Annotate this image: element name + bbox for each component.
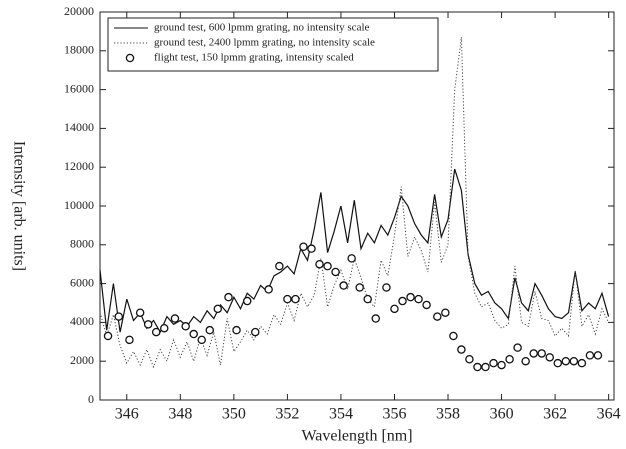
data-point: [347, 254, 356, 263]
data-point: [521, 356, 530, 366]
data-point: [103, 331, 113, 341]
data-point: [505, 355, 514, 364]
data-point: [264, 285, 273, 294]
x-tick-label: 358: [436, 406, 460, 423]
data-point: [529, 349, 538, 358]
y-tick-label: 14000: [64, 120, 94, 134]
data-point: [224, 292, 233, 302]
x-tick-label: 364: [597, 406, 621, 423]
legend-box: [107, 17, 439, 72]
data-point: [151, 327, 161, 337]
data-point: [125, 335, 134, 345]
x-tick-label: 360: [490, 406, 514, 423]
data-point: [143, 320, 153, 329]
data-point: [481, 362, 490, 372]
x-tick-label: 346: [115, 406, 139, 423]
data-point: [291, 294, 300, 304]
x-tick-label: 348: [168, 406, 192, 423]
data-point: [441, 308, 450, 317]
data-point: [414, 294, 423, 304]
data-point: [331, 267, 340, 277]
legend-marker: [125, 53, 135, 63]
data-point: [299, 242, 308, 251]
data-point: [205, 325, 215, 335]
legend-label: ground test, 600 lpmm grating, no intens…: [154, 22, 370, 34]
y-tick-label: 16000: [64, 81, 94, 95]
x-tick-label: 350: [222, 406, 246, 423]
data-point: [275, 261, 284, 271]
y-tick-label: 20000: [64, 4, 94, 18]
x-tick-label: 356: [382, 406, 406, 423]
data-point: [537, 349, 546, 358]
data-point: [159, 323, 169, 333]
y-tick-label: 4000: [70, 314, 94, 328]
legend-label: flight test, 150 lpmm grating, intensity…: [154, 52, 354, 64]
data-point: [398, 296, 407, 306]
data-point: [135, 308, 145, 317]
data-point: [569, 356, 579, 366]
x-axis-label: Wavelength [nm]: [301, 428, 412, 445]
data-point: [465, 355, 474, 364]
data-point: [561, 356, 571, 366]
x-tick-label: 352: [275, 406, 299, 423]
data-point: [114, 312, 123, 321]
data-point: [251, 327, 260, 337]
y-tick-label: 12000: [64, 159, 94, 173]
data-point: [371, 314, 380, 323]
data-point: [232, 325, 241, 335]
data-point: [473, 362, 482, 372]
data-point: [213, 304, 223, 314]
y-axis-label: Intensity [arb. units]: [10, 141, 27, 271]
data-point: [390, 304, 399, 314]
y-tick-label: 10000: [64, 198, 94, 212]
data-point: [307, 244, 316, 253]
data-point: [181, 322, 190, 331]
data-point: [283, 294, 292, 304]
data-point: [197, 335, 206, 345]
data-point: [422, 300, 431, 310]
y-tick-label: 0: [88, 392, 94, 406]
y-tick-label: 6000: [70, 275, 94, 289]
legend-label: ground test, 2400 lpmm grating, no inten…: [154, 37, 375, 49]
data-point: [323, 261, 332, 271]
data-point: [553, 358, 563, 368]
data-point: [593, 351, 603, 360]
data-point: [513, 343, 522, 352]
data-point: [489, 358, 498, 368]
x-tick-label: 354: [329, 406, 353, 423]
data-point: [315, 259, 324, 269]
data-point: [433, 312, 442, 321]
data-point: [545, 353, 555, 362]
data-point: [497, 360, 506, 370]
x-tick-label: 362: [543, 406, 567, 423]
data-point: [355, 283, 364, 292]
data-point: [585, 351, 595, 360]
data-point: [577, 358, 587, 368]
data-point: [363, 294, 372, 304]
y-tick-label: 18000: [64, 43, 94, 57]
data-point: [457, 345, 466, 354]
data-point: [406, 292, 415, 302]
y-tick-label: 2000: [70, 353, 94, 367]
data-point: [170, 314, 180, 323]
data-point: [382, 283, 391, 292]
y-tick-label: 8000: [70, 237, 94, 251]
data-point: [339, 281, 348, 290]
data-point: [189, 329, 198, 339]
data-point: [242, 296, 252, 306]
data-point: [449, 331, 458, 341]
